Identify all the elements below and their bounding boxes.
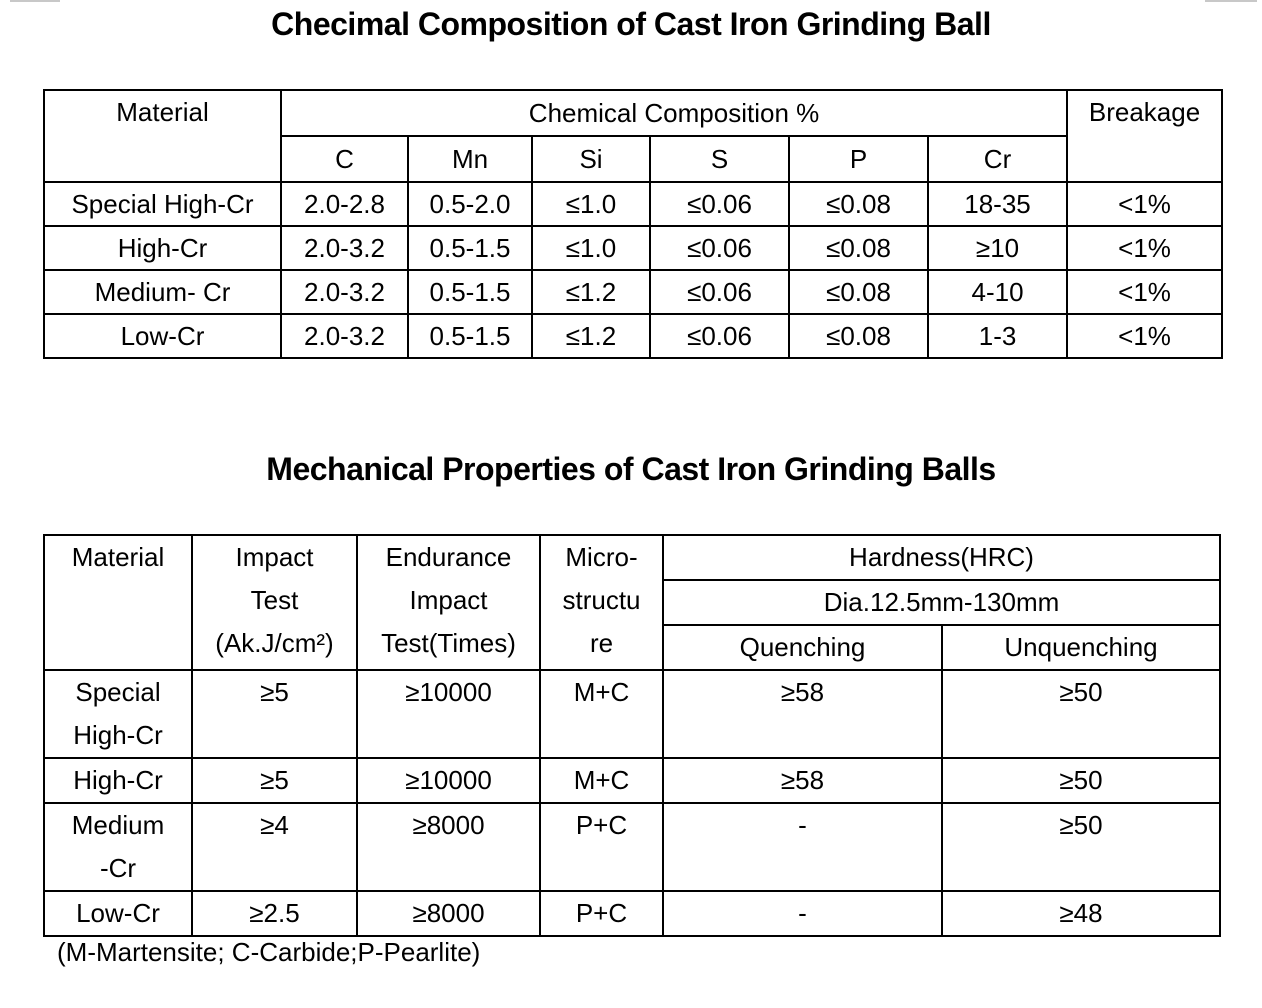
cell: 4-10 — [926, 269, 1069, 315]
header-quenching: Quenching — [662, 624, 943, 671]
cell: ≥50 — [940, 802, 1222, 892]
cell: P+C — [539, 802, 664, 892]
table-row: Low-Cr ≥2.5 ≥8000 P+C - ≥48 — [43, 890, 1222, 937]
header-hardness: Hardness(HRC) — [661, 534, 1222, 581]
header-composition: Chemical Composition % — [279, 89, 1069, 137]
cell: ≥4 — [191, 802, 358, 892]
header-c: C — [280, 135, 409, 183]
header-breakage: Breakage — [1066, 89, 1224, 183]
corner-mark-left — [10, 0, 60, 2]
cell: ≥48 — [940, 890, 1222, 937]
cell: ≥58 — [662, 669, 943, 759]
cell: ≤0.06 — [649, 313, 790, 359]
mechanical-properties-table: Material Impact Test (Ak.J/cm²) Enduranc… — [43, 534, 1222, 937]
cell: High-Cr — [43, 757, 193, 804]
cell: ≥50 — [940, 669, 1222, 759]
cell: ≥5 — [191, 757, 358, 804]
cell: ≥5 — [191, 669, 358, 759]
cell: Low-Cr — [43, 313, 282, 359]
table-row: Medium -Cr ≥4 ≥8000 P+C - ≥50 — [43, 802, 1222, 892]
cell: ≤0.06 — [649, 225, 790, 271]
cell: 0.5-1.5 — [407, 313, 533, 359]
cell: ≤1.2 — [531, 313, 651, 359]
cell: ≥2.5 — [191, 890, 358, 937]
chemical-composition-table: Material Chemical Composition % Breakage… — [43, 89, 1224, 359]
cell: 2.0-3.2 — [280, 225, 409, 271]
cell: Special High-Cr — [43, 669, 193, 759]
cell: 2.0-3.2 — [280, 269, 409, 315]
cell: <1% — [1066, 225, 1224, 271]
cell: 0.5-1.5 — [407, 225, 533, 271]
table-row: Special High-Cr 2.0-2.8 0.5-2.0 ≤1.0 ≤0.06 ≤0… — [43, 181, 1224, 227]
header-s: S — [649, 135, 790, 183]
cell: 2.0-2.8 — [280, 181, 409, 227]
header-p: P — [788, 135, 929, 183]
header-diameter: Dia.12.5mm-130mm — [661, 579, 1222, 626]
cell: <1% — [1066, 313, 1224, 359]
cell: Special High-Cr — [43, 181, 282, 227]
table-row: Special High-Cr ≥5 ≥10000 M+C ≥58 ≥50 — [43, 669, 1222, 759]
cell: Low-Cr — [43, 890, 193, 937]
cell: Medium- Cr — [43, 269, 282, 315]
cell: 1-3 — [926, 313, 1069, 359]
cell: ≤0.08 — [788, 313, 929, 359]
cell: 2.0-3.2 — [280, 313, 409, 359]
cell: ≤0.08 — [788, 225, 929, 271]
table-row: Low-Cr 2.0-3.2 0.5-1.5 ≤1.2 ≤0.06 ≤0.08 1-3 <1% — [43, 313, 1224, 359]
cell: <1% — [1066, 181, 1224, 227]
header-microstructure: Micro- structu re — [539, 534, 664, 671]
cell: ≤0.06 — [649, 181, 790, 227]
header-si: Si — [531, 135, 651, 183]
cell: ≥10000 — [356, 669, 541, 759]
table-row: High-Cr ≥5 ≥10000 M+C ≥58 ≥50 — [43, 757, 1222, 804]
header-cr: Cr — [926, 135, 1069, 183]
cell: 0.5-1.5 — [407, 269, 533, 315]
cell: ≤1.0 — [531, 225, 651, 271]
cell: - — [662, 802, 943, 892]
cell: ≥10 — [926, 225, 1069, 271]
cell: ≤0.08 — [788, 269, 929, 315]
cell: ≤0.08 — [788, 181, 929, 227]
table-row: High-Cr 2.0-3.2 0.5-1.5 ≤1.0 ≤0.06 ≤0.08 ≥10 <1… — [43, 225, 1224, 271]
header-impact-test: Impact Test (Ak.J/cm²) — [191, 534, 358, 671]
mech-table-title: Mechanical Properties of Cast Iron Grind… — [266, 451, 996, 487]
cell: ≥10000 — [356, 757, 541, 804]
chem-table-title: Checimal Composition of Cast Iron Grindi… — [271, 6, 991, 42]
corner-mark-right — [1205, 0, 1257, 2]
header-material: Material — [43, 89, 282, 183]
header-mn: Mn — [407, 135, 533, 183]
header-endurance: Endurance Impact Test(Times) — [356, 534, 541, 671]
cell: High-Cr — [43, 225, 282, 271]
cell: 0.5-2.0 — [407, 181, 533, 227]
cell: Medium -Cr — [43, 802, 193, 892]
cell: <1% — [1066, 269, 1224, 315]
cell: ≥8000 — [356, 890, 541, 937]
cell: ≤1.2 — [531, 269, 651, 315]
cell: M+C — [539, 669, 664, 759]
cell: 18-35 — [926, 181, 1069, 227]
cell: M+C — [539, 757, 664, 804]
cell: P+C — [539, 890, 664, 937]
cell: - — [662, 890, 943, 937]
cell: ≥58 — [662, 757, 943, 804]
cell: ≥50 — [940, 757, 1222, 804]
table-row: Medium- Cr 2.0-3.2 0.5-1.5 ≤1.2 ≤0.06 ≤0.08 4-… — [43, 269, 1224, 315]
header-unquenching: Unquenching — [940, 624, 1222, 671]
cell: ≤0.06 — [649, 269, 790, 315]
header-material: Material — [43, 534, 193, 671]
cell: ≤1.0 — [531, 181, 651, 227]
footnote: (M-Martensite; C-Carbide;P-Pearlite) — [57, 937, 481, 967]
cell: ≥8000 — [356, 802, 541, 892]
